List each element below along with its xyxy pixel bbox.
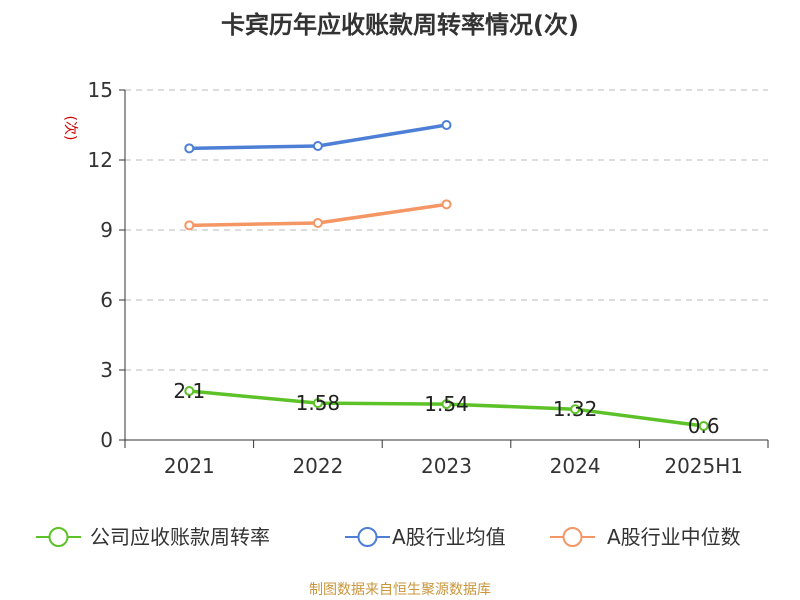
x-tick-label: 2021 (164, 454, 215, 478)
data-labels: 2.1 1.58 1.54 1.32 0.6 (173, 379, 719, 438)
data-point (312, 398, 323, 409)
data-point (184, 220, 195, 231)
legend: 公司应收账款周转率 A股行业均值 A股行业中位数 (36, 525, 741, 549)
y-tick-label: 9 (100, 218, 113, 242)
data-point (441, 120, 452, 130)
x-tick-label: 2022 (292, 454, 343, 478)
data-point (312, 218, 323, 228)
y-tick-label: 6 (100, 288, 113, 312)
data-point (312, 141, 323, 151)
data-point (184, 143, 195, 154)
chart-title: 卡宾历年应收账款周转率情况(次) (221, 11, 579, 39)
data-point (570, 404, 581, 415)
data-label: 1.32 (553, 397, 598, 421)
y-tick-label: 15 (88, 78, 113, 102)
gridlines (125, 89, 768, 371)
data-point (441, 199, 452, 210)
data-point (441, 399, 452, 410)
legend-marker (48, 527, 69, 547)
legend-label: 公司应收账款周转率 (90, 525, 270, 549)
data-point (184, 386, 195, 396)
data-label: 1.54 (424, 392, 469, 416)
legend-item-2[interactable]: A股行业中位数 (550, 525, 741, 549)
y-tick-label: 12 (88, 148, 113, 172)
x-tick-label: 2025H1 (664, 454, 743, 478)
legend-label: A股行业均值 (392, 525, 506, 549)
legend-label: A股行业中位数 (607, 525, 741, 549)
y-tick-label: 3 (100, 358, 113, 382)
data-point (698, 421, 709, 431)
y-axis-unit: (次) (62, 116, 78, 141)
x-tick-label: 2023 (421, 454, 472, 478)
legend-marker (562, 527, 583, 547)
data-label: 1.58 (296, 391, 341, 415)
source-note: 制图数据来自恒生聚源数据库 (309, 582, 491, 598)
legend-item-1[interactable]: A股行业均值 (345, 525, 506, 549)
legend-item-0[interactable]: 公司应收账款周转率 (36, 525, 270, 549)
data-label: 0.6 (688, 414, 720, 438)
y-tick-label: 0 (100, 428, 113, 452)
x-tick-label: 2024 (550, 454, 601, 478)
data-label: 2.1 (173, 379, 205, 403)
legend-marker (357, 527, 378, 547)
axes: 0 3 6 9 12 15 2021 2022 2023 2024 2025H1 (88, 78, 769, 478)
series-lines (184, 120, 709, 431)
